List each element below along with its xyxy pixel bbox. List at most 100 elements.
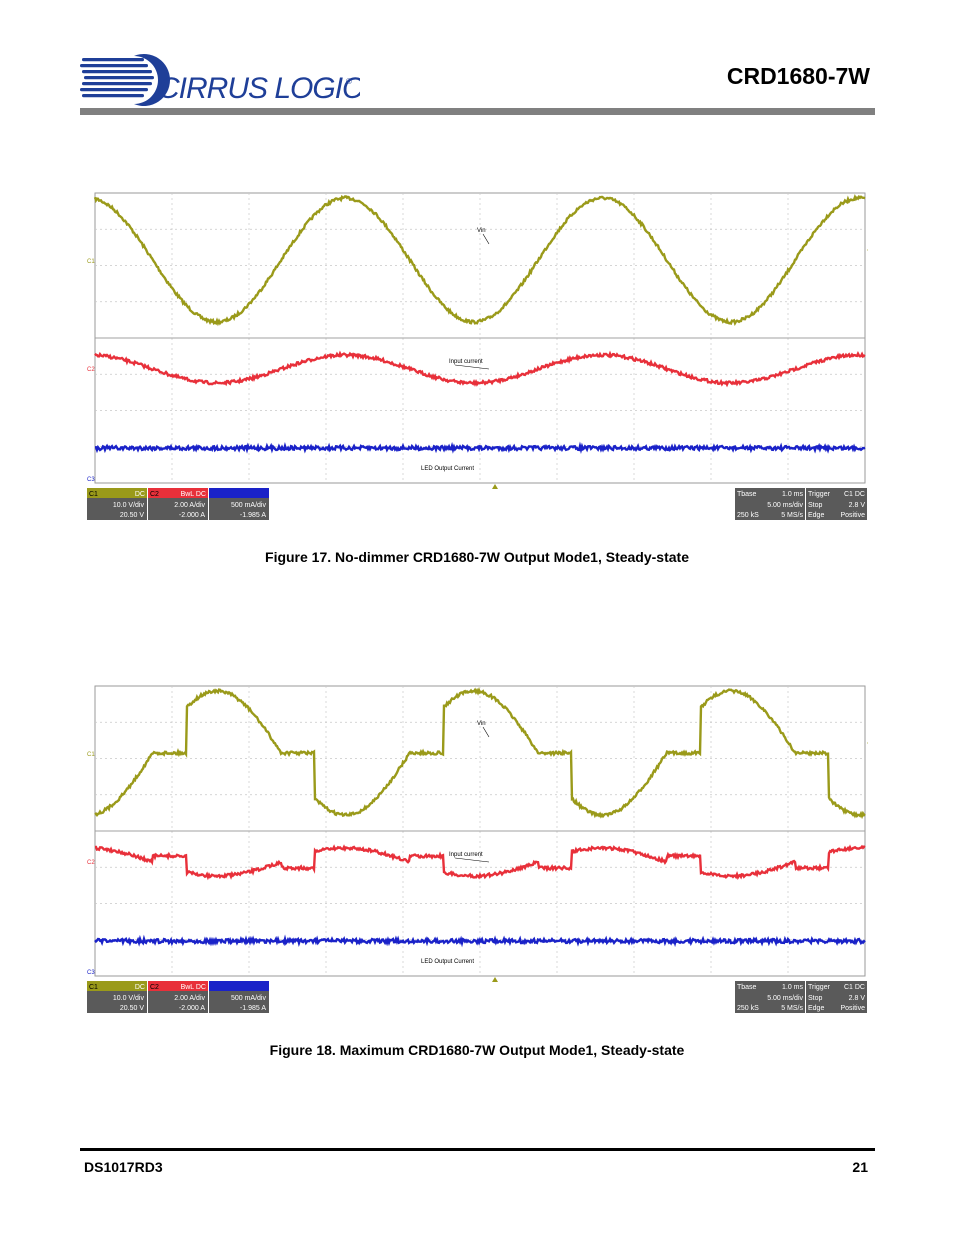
readout-offset: -2.000 A xyxy=(179,512,205,519)
readout-header xyxy=(209,488,269,498)
readout-background xyxy=(806,488,867,520)
readout-scale: 2.00 A/div xyxy=(174,995,205,1002)
readout-offset: 20.50 V xyxy=(120,512,144,519)
logo-registered-mark: ® xyxy=(346,77,352,86)
figure-17-caption: Figure 17. No-dimmer CRD1680-7W Output M… xyxy=(265,549,689,565)
readout-coupling: DC xyxy=(135,491,145,498)
readout-scale: 500 mA/div xyxy=(231,502,267,509)
trigger-position-icon xyxy=(492,977,498,982)
channel-marker-c3: C3 xyxy=(87,477,95,483)
timebase-samples: 250 kS xyxy=(737,1005,759,1012)
trigger-title: Trigger xyxy=(808,984,831,991)
trigger-type: Edge xyxy=(808,512,824,519)
logo-swoosh-icon xyxy=(80,54,170,106)
footer-rule xyxy=(80,1148,875,1151)
trigger-mode: Stop xyxy=(808,502,823,509)
label-input-current-pointer xyxy=(454,364,490,370)
readout-timebase: Tbase 1.0 ms 5.00 ms/div 250 kS 5 MS/s xyxy=(735,488,805,520)
readout-scale: 2.00 A/div xyxy=(174,502,205,509)
page-number: 21 xyxy=(852,1159,868,1175)
trace-led-output-current xyxy=(94,441,866,455)
timebase-rate: 5 MS/s xyxy=(781,1005,803,1012)
readout-trigger: Trigger C1 DC Stop 2.8 V Edge Positive xyxy=(806,488,867,520)
readout-scale: 500 mA/div xyxy=(231,995,267,1002)
label-led-output-current: LED Output Current xyxy=(421,466,474,472)
readout-header xyxy=(87,488,147,498)
channel-marker-c2: C2 xyxy=(87,367,95,373)
trigger-level-icon xyxy=(867,742,868,744)
readout-trigger: Trigger C1 DC Stop 2.8 V Edge Positive xyxy=(806,981,867,1013)
readout-c3: 500 mA/div -1.985 A xyxy=(209,488,269,520)
trace-input-current xyxy=(94,844,866,881)
readout-header xyxy=(148,488,208,498)
channel-marker-c3: C3 xyxy=(87,970,95,976)
readout-c1: C1 DC 10.0 V/div 20.50 V xyxy=(87,488,147,520)
timebase-rate: 5 MS/s xyxy=(781,512,803,519)
readout-tag: C2 xyxy=(150,491,159,498)
readout-tag: C1 xyxy=(89,984,98,991)
trigger-title: Trigger xyxy=(808,491,831,498)
trigger-mode: Stop xyxy=(808,995,823,1002)
document-title: CRD1680-7W xyxy=(726,63,870,89)
readout-header xyxy=(148,981,208,991)
trace-led-output-current xyxy=(94,934,866,948)
trigger-level: 2.8 V xyxy=(849,995,866,1002)
readout-tag: C2 xyxy=(150,984,159,991)
label-vin: Vin xyxy=(477,721,486,727)
logo-text: CIRRUS LOGIC xyxy=(158,72,360,105)
figure-18-caption: Figure 18. Maximum CRD1680-7W Output Mod… xyxy=(269,1042,685,1058)
label-input-current-pointer xyxy=(454,857,490,863)
readout-coupling: BwL DC xyxy=(181,491,206,498)
readout-timebase: Tbase 1.0 ms 5.00 ms/div 250 kS 5 MS/s xyxy=(735,981,805,1013)
trigger-type: Edge xyxy=(808,1005,824,1012)
header-rule xyxy=(80,108,875,115)
channel-marker-c1: C1 xyxy=(87,259,95,265)
readout-background xyxy=(735,981,805,1013)
trace-vin xyxy=(94,687,866,820)
readout-header xyxy=(209,981,269,991)
cirrus-logic-logo: CIRRUS LOGIC ® xyxy=(80,54,360,106)
scope-capture-figure-18: C1 C2 C3 Vin Input current LED Output Current… xyxy=(87,685,868,1013)
timebase-div: 5.00 ms/div xyxy=(767,995,803,1002)
trace-input-current xyxy=(94,350,866,388)
readout-scale: 10.0 V/div xyxy=(113,502,145,509)
scope-capture-figure-17: C1 C2 C3 Vin Input current LED Output Current… xyxy=(87,192,868,520)
readout-background xyxy=(735,488,805,520)
readout-coupling: BwL DC xyxy=(181,984,206,991)
readout-coupling: DC xyxy=(135,984,145,991)
label-input-current: Input current xyxy=(449,359,483,365)
readout-offset: -2.000 A xyxy=(179,1005,205,1012)
label-vin-pointer xyxy=(482,726,490,738)
readout-offset: -1.985 A xyxy=(240,1005,266,1012)
readout-offset: -1.985 A xyxy=(240,512,266,519)
trace-vin xyxy=(93,193,866,327)
channel-marker-c1: C1 xyxy=(87,752,95,758)
readout-background xyxy=(806,981,867,1013)
label-vin: Vin xyxy=(477,228,486,234)
readout-c1: C1 DC 10.0 V/div 20.50 V xyxy=(87,981,147,1013)
readout-c2: C2 BwL DC 2.00 A/div -2.000 A xyxy=(148,488,208,520)
timebase-div: 5.00 ms/div xyxy=(767,502,803,509)
channel-marker-c2: C2 xyxy=(87,860,95,866)
label-led-output-current: LED Output Current xyxy=(421,959,474,965)
label-input-current: Input current xyxy=(449,852,483,858)
timebase-value: 1.0 ms xyxy=(782,984,804,991)
timebase-title: Tbase xyxy=(737,984,757,991)
readout-c2: C2 BwL DC 2.00 A/div -2.000 A xyxy=(148,981,208,1013)
readout-offset: 20.50 V xyxy=(120,1005,144,1012)
trigger-level: 2.8 V xyxy=(849,502,866,509)
label-vin-pointer xyxy=(482,233,490,245)
timebase-title: Tbase xyxy=(737,491,757,498)
trigger-position-icon xyxy=(492,484,498,489)
document-id: DS1017RD3 xyxy=(84,1159,163,1175)
trigger-source: C1 DC xyxy=(844,984,865,991)
timebase-samples: 250 kS xyxy=(737,512,759,519)
timebase-value: 1.0 ms xyxy=(782,491,804,498)
trigger-slope: Positive xyxy=(840,512,865,519)
readout-scale: 10.0 V/div xyxy=(113,995,145,1002)
trigger-level-icon xyxy=(867,249,868,251)
readout-header xyxy=(87,981,147,991)
trigger-slope: Positive xyxy=(840,1005,865,1012)
trigger-source: C1 DC xyxy=(844,491,865,498)
readout-tag: C1 xyxy=(89,491,98,498)
